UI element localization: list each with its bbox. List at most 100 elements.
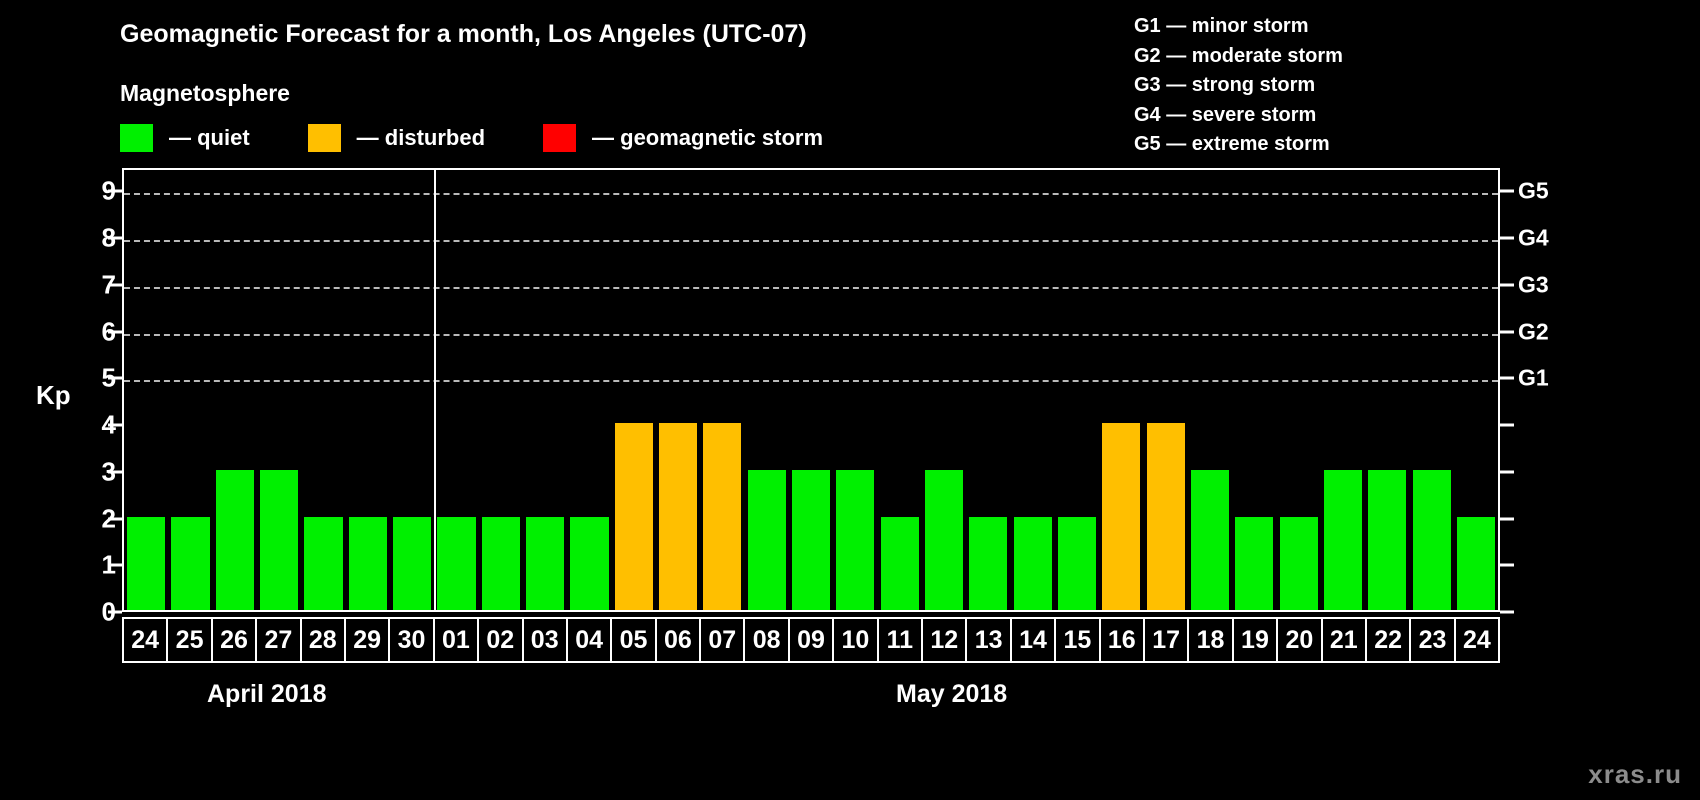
bar[interactable]	[969, 516, 1008, 610]
bar[interactable]	[792, 469, 831, 610]
bar[interactable]	[747, 469, 786, 610]
bar-cell[interactable]	[124, 170, 168, 610]
bar-cell[interactable]	[1232, 170, 1276, 610]
date-axis-cell[interactable]: 28	[299, 617, 346, 663]
bar[interactable]	[1013, 516, 1052, 610]
bar[interactable]	[836, 469, 875, 610]
bar-cell[interactable]	[1321, 170, 1365, 610]
bar-cell[interactable]	[966, 170, 1010, 610]
bar[interactable]	[127, 516, 166, 610]
bar-cell[interactable]	[301, 170, 345, 610]
bar-cell[interactable]	[700, 170, 744, 610]
date-axis-cell[interactable]: 25	[166, 617, 213, 663]
gridline	[124, 193, 1498, 196]
bar[interactable]	[481, 516, 520, 610]
bar[interactable]	[348, 516, 387, 610]
bar[interactable]	[880, 516, 919, 610]
bar[interactable]	[526, 516, 565, 610]
bar-cell[interactable]	[567, 170, 611, 610]
bar[interactable]	[1102, 423, 1141, 610]
bar[interactable]	[1323, 469, 1363, 610]
date-axis-cell[interactable]: 24	[122, 617, 169, 663]
bar-cell[interactable]	[656, 170, 700, 610]
date-axis-cell[interactable]: 14	[1009, 617, 1057, 663]
bar-cell[interactable]	[922, 170, 966, 610]
bar-series	[124, 170, 1498, 610]
bar[interactable]	[1190, 469, 1230, 610]
date-axis-cell[interactable]: 06	[654, 617, 702, 663]
date-axis-cell[interactable]: 29	[343, 617, 391, 663]
date-axis-cell[interactable]: 24	[1453, 617, 1501, 663]
date-axis-cell[interactable]: 12	[921, 617, 968, 663]
date-axis-cell[interactable]: 01	[432, 617, 480, 663]
bar[interactable]	[925, 469, 964, 610]
bar[interactable]	[1146, 423, 1185, 610]
date-axis-cell[interactable]: 16	[1098, 617, 1145, 663]
bar[interactable]	[260, 469, 299, 610]
bar[interactable]	[1279, 516, 1318, 610]
bar[interactable]	[1456, 516, 1496, 610]
orange-square-icon	[307, 124, 341, 152]
bar-cell[interactable]	[257, 170, 301, 610]
bar[interactable]	[437, 516, 476, 610]
bar-cell[interactable]	[1410, 170, 1454, 610]
bar-cell[interactable]	[213, 170, 257, 610]
date-axis-cell[interactable]: 10	[832, 617, 879, 663]
y-axis-tick-right	[1500, 189, 1514, 193]
y-axis-tick	[108, 423, 122, 427]
date-axis-cell[interactable]: 05	[610, 617, 657, 663]
bar-cell[interactable]	[789, 170, 833, 610]
bar-cell[interactable]	[434, 170, 478, 610]
date-axis-cell[interactable]: 19	[1231, 617, 1279, 663]
bar-cell[interactable]	[745, 170, 789, 610]
date-axis-cell[interactable]: 02	[477, 617, 524, 663]
bar-cell[interactable]	[390, 170, 434, 610]
bar-cell[interactable]	[1365, 170, 1409, 610]
date-axis-cell[interactable]: 07	[699, 617, 746, 663]
date-axis-cell[interactable]: 21	[1320, 617, 1367, 663]
bar-cell[interactable]	[1055, 170, 1099, 610]
bar-cell[interactable]	[612, 170, 656, 610]
bar[interactable]	[171, 516, 210, 610]
date-axis-cell[interactable]: 27	[255, 617, 302, 663]
date-axis-cell[interactable]: 20	[1276, 617, 1323, 663]
bar[interactable]	[1058, 516, 1097, 610]
date-axis-cell[interactable]: 04	[565, 617, 613, 663]
date-axis-cell[interactable]: 30	[388, 617, 435, 663]
bar[interactable]	[1368, 469, 1407, 610]
date-axis-cell[interactable]: 09	[787, 617, 835, 663]
bar-cell[interactable]	[1011, 170, 1055, 610]
date-axis-cell[interactable]: 17	[1142, 617, 1190, 663]
bar-cell[interactable]	[346, 170, 390, 610]
bar-cell[interactable]	[168, 170, 212, 610]
bar[interactable]	[703, 423, 742, 610]
date-axis-cell[interactable]: 15	[1054, 617, 1101, 663]
bar-cell[interactable]	[1454, 170, 1498, 610]
bar-cell[interactable]	[479, 170, 523, 610]
y-axis-tick	[108, 470, 122, 474]
bar-cell[interactable]	[878, 170, 922, 610]
bar[interactable]	[215, 469, 254, 610]
date-axis-cell[interactable]: 18	[1187, 617, 1234, 663]
bar[interactable]	[570, 516, 609, 610]
bar[interactable]	[304, 516, 343, 610]
bar[interactable]	[393, 516, 432, 610]
date-axis-cell[interactable]: 23	[1409, 617, 1456, 663]
g-scale-label: G5	[1518, 177, 1549, 204]
date-axis-cell[interactable]: 26	[210, 617, 258, 663]
date-axis-cell[interactable]: 13	[965, 617, 1012, 663]
bar-cell[interactable]	[1099, 170, 1143, 610]
date-axis-cell[interactable]: 08	[743, 617, 790, 663]
bar-cell[interactable]	[523, 170, 567, 610]
bar-cell[interactable]	[833, 170, 877, 610]
bar-cell[interactable]	[1144, 170, 1188, 610]
date-axis-cell[interactable]: 03	[521, 617, 568, 663]
bar-cell[interactable]	[1188, 170, 1232, 610]
date-axis-cell[interactable]: 11	[876, 617, 924, 663]
bar-cell[interactable]	[1277, 170, 1321, 610]
bar[interactable]	[614, 423, 653, 610]
bar[interactable]	[1412, 469, 1451, 610]
bar[interactable]	[1235, 516, 1274, 610]
date-axis-cell[interactable]: 22	[1364, 617, 1412, 663]
bar[interactable]	[659, 423, 698, 610]
